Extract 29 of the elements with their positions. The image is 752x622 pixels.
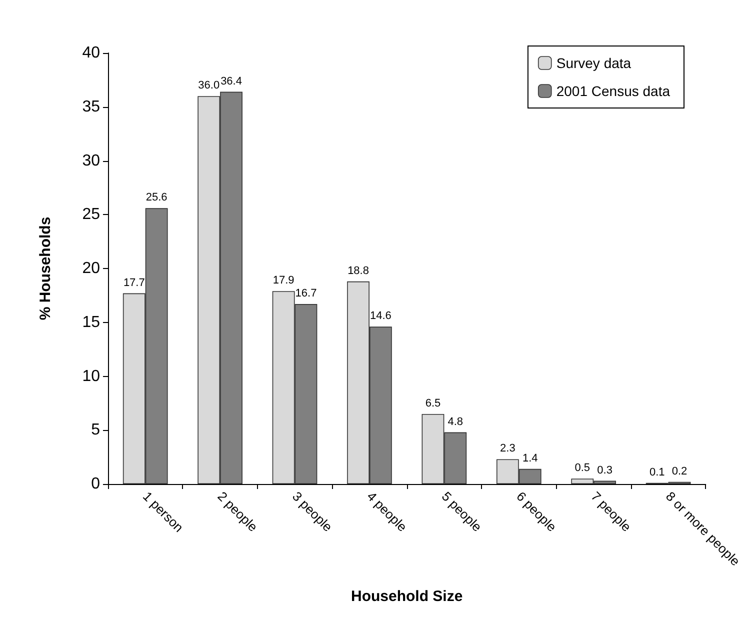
y-tick-label: 25 — [82, 206, 100, 224]
y-tick-label: 30 — [82, 152, 100, 170]
data-label: 16.7 — [295, 288, 317, 300]
data-label: 0.5 — [574, 462, 590, 474]
data-label: 14.6 — [370, 310, 392, 322]
x-axis-title: Household Size — [350, 588, 463, 605]
y-tick-label: 10 — [82, 368, 100, 385]
y-tick-label: 20 — [82, 260, 100, 277]
data-label: 36.0 — [198, 80, 220, 92]
y-tick-label: 40 — [82, 44, 100, 62]
legend-label: 2001 Census data — [556, 83, 670, 99]
data-label: 1.4 — [522, 452, 538, 464]
y-tick-label: 5 — [91, 422, 100, 439]
data-label: 0.2 — [672, 465, 688, 478]
data-label: 0.3 — [597, 464, 612, 476]
data-label: 17.7 — [123, 276, 145, 289]
data-label: 25.6 — [146, 192, 168, 204]
data-label: 4.8 — [448, 416, 464, 428]
data-label: 6.5 — [425, 397, 441, 410]
y-tick-label: 35 — [82, 98, 100, 116]
y-axis-title: % Households — [37, 216, 54, 320]
data-label: 18.8 — [348, 264, 369, 277]
y-tick-label: 15 — [82, 314, 100, 331]
y-tick-label: 0 — [91, 476, 100, 492]
data-label: 2.3 — [500, 442, 516, 455]
data-label: 0.1 — [649, 466, 665, 478]
data-label: 36.4 — [220, 75, 242, 88]
legend-label: Survey data — [556, 55, 632, 71]
data-label: 17.9 — [272, 274, 294, 287]
